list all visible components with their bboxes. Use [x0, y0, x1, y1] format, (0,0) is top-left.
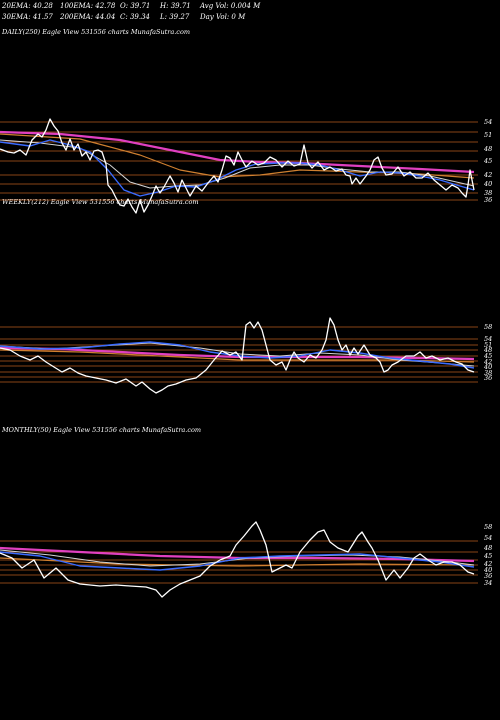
ema20-line-0: [0, 139, 475, 197]
header-200ema: 200EMA: 44.04: [60, 13, 116, 21]
tick-label-0-7: 36: [484, 196, 492, 204]
tick-label-0-4: 42: [483, 171, 492, 179]
tick-label-2-6: 36: [484, 572, 492, 580]
ema20-line-2: [0, 551, 475, 571]
tick-label-1-2: 51: [484, 341, 492, 349]
tick-label-0-6: 38: [484, 189, 492, 197]
daily-chart-title: DAILY(250) Eagle View 531556 charts Muna…: [2, 28, 191, 36]
ema30-line-1: [0, 342, 475, 367]
tick-label-0-1: 51: [484, 131, 492, 139]
tick-label-2-0: 58: [484, 523, 492, 531]
tick-label-1-3: 48: [483, 346, 492, 354]
tick-label-2-2: 48: [483, 544, 492, 552]
tick-label-1-6: 40: [483, 363, 492, 371]
header-avg-vol: Avg Vol: 0.004 M: [200, 2, 261, 10]
tick-label-2-3: 45: [483, 552, 492, 560]
header-day-vol: Day Vol: 0 M: [200, 13, 246, 21]
header-100ema: 100EMA: 42.78: [60, 2, 116, 10]
weekly-chart-title: WEEKLY(212) Eagle View 531556 charts Mun…: [2, 198, 199, 206]
tick-label-1-4: 45: [483, 352, 492, 360]
tick-label-1-0: 58: [484, 323, 492, 331]
tick-label-1-5: 42: [483, 358, 492, 366]
tick-label-2-5: 40: [483, 566, 492, 574]
header-20ema: 20EMA: 40.28: [2, 2, 53, 10]
tick-label-0-5: 40: [483, 180, 492, 188]
header-close: C: 39.34: [120, 13, 150, 21]
price-line-2: [0, 521, 475, 598]
tick-label-1-1: 54: [484, 335, 492, 343]
monthly-chart-title: MONTHLY(50) Eagle View 531556 charts Mun…: [2, 426, 202, 434]
header-30ema: 30EMA: 41.57: [2, 13, 53, 21]
tick-label-2-7: 34: [484, 579, 492, 587]
header-open: O: 39.71: [120, 2, 151, 10]
tick-label-1-7: 38: [484, 369, 492, 377]
tick-label-2-1: 54: [484, 534, 492, 542]
header-high: H: 39.71: [160, 2, 191, 10]
tick-label-0-2: 48: [483, 145, 492, 153]
tick-label-0-3: 45: [483, 157, 492, 165]
ema200-line-0: [0, 130, 475, 174]
ema100-line-2: [0, 557, 475, 567]
tick-label-2-4: 42: [483, 560, 492, 568]
price-line-1: [0, 317, 475, 394]
header-low: L: 39.27: [160, 13, 190, 21]
ema20-line-1: [0, 341, 475, 369]
tick-label-0-0: 54: [484, 118, 492, 126]
price-line-0: [0, 118, 475, 214]
ema30-line-0: [0, 139, 475, 189]
tick-label-1-8: 36: [484, 374, 492, 382]
